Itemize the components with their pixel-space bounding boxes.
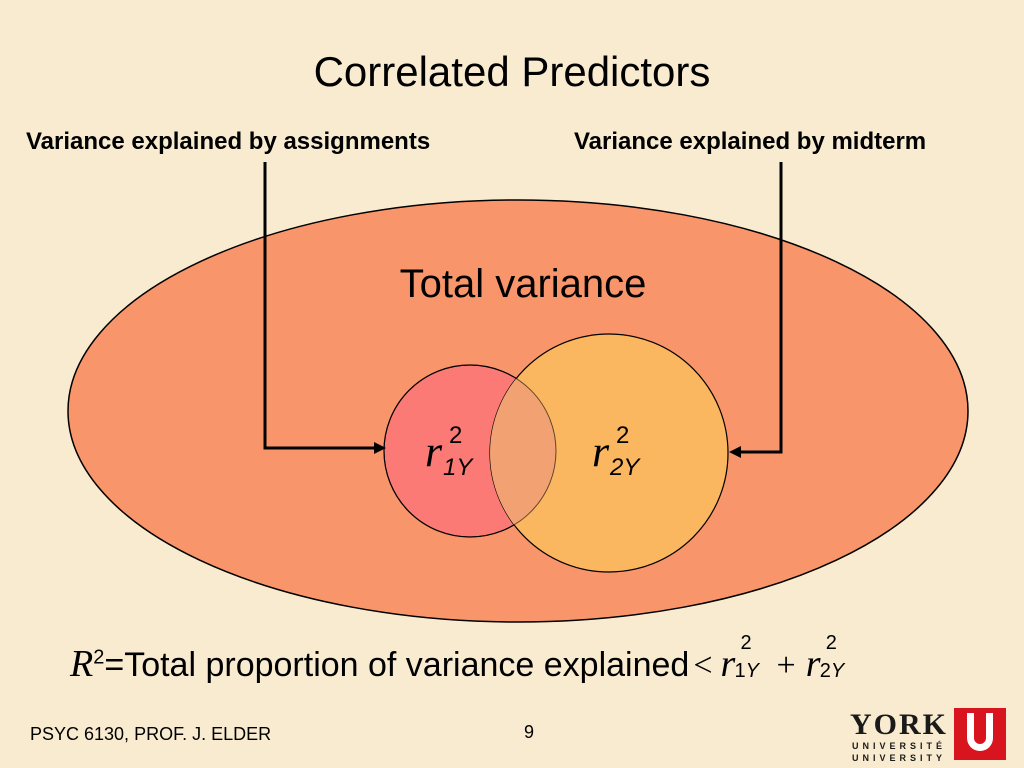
arrow-right-icon xyxy=(729,162,783,458)
slide-title: Correlated Predictors xyxy=(313,48,711,95)
formula-text: =Total proportion of variance explained xyxy=(104,646,690,684)
york-logo: YORK UNIVERSITÉ UNIVERSITY xyxy=(850,708,1010,764)
formula: R2=Total proportion of variance explaine… xyxy=(70,632,845,685)
label-midterm: Variance explained by midterm xyxy=(574,128,927,155)
formula-R: R xyxy=(70,643,94,685)
formula-term-1: r 2 1Y xyxy=(720,632,759,685)
page-number: 9 xyxy=(524,722,535,742)
formula-term-2: r 2 2Y xyxy=(805,632,845,685)
r2y-squared-label: r 2 2Y xyxy=(592,422,640,481)
footer-course: PSYC 6130, PROF. J. ELDER xyxy=(30,724,272,744)
label-assignments: Variance explained by assignments xyxy=(26,128,431,155)
total-variance-label: Total variance xyxy=(399,262,647,306)
york-u-icon xyxy=(954,708,1006,760)
r1y-squared-label: r 2 1Y xyxy=(425,422,473,481)
arrow-left-icon xyxy=(263,162,386,454)
